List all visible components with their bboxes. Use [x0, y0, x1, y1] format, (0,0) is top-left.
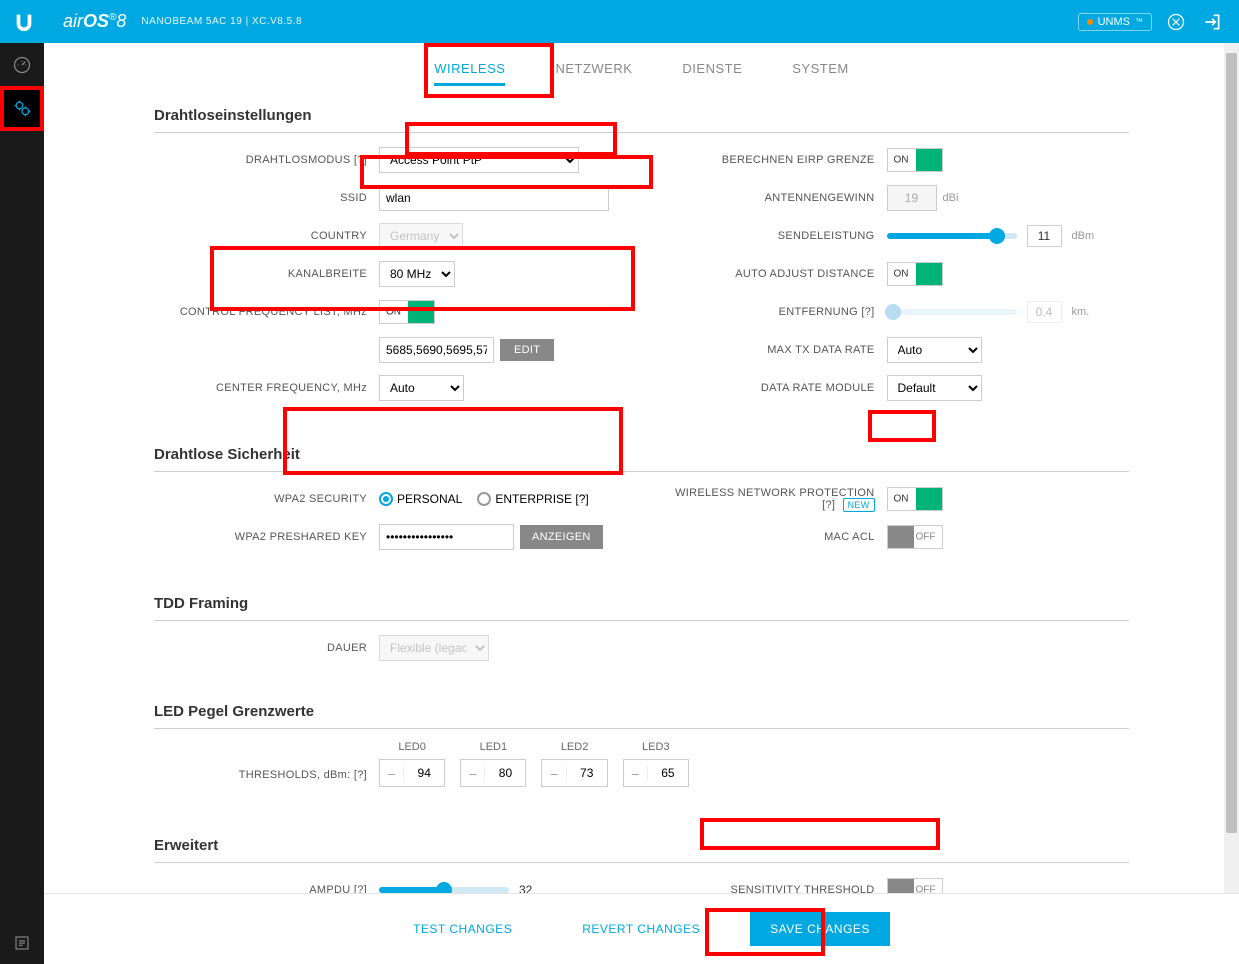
label-duration: DAUER	[154, 642, 379, 654]
wireless-mode-select[interactable]: Access Point PtP	[379, 147, 579, 173]
left-sidebar	[0, 43, 44, 964]
ssid-input[interactable]	[379, 185, 609, 211]
edit-freq-button[interactable]: EDIT	[500, 339, 554, 361]
led0-input[interactable]: –	[379, 759, 445, 787]
section-wireless-settings: Drahtloseinstellungen	[154, 97, 1129, 133]
label-center-freq: CENTER FREQUENCY, MHz	[154, 382, 379, 394]
mac-acl-toggle[interactable]: OFF	[887, 525, 943, 549]
tab-bar: WIRELESS NETZWERK DIENSTE SYSTEM	[44, 43, 1239, 97]
antenna-gain-input	[887, 185, 937, 211]
tab-wireless[interactable]: WIRELESS	[434, 61, 505, 84]
control-freq-toggle[interactable]: ON	[379, 300, 435, 324]
label-tx-power: SENDELEISTUNG	[662, 230, 887, 242]
label-distance: ENTFERNUNG [?]	[662, 306, 887, 318]
show-key-button[interactable]: ANZEIGEN	[520, 525, 603, 549]
tools-icon[interactable]	[1164, 10, 1188, 34]
save-changes-button[interactable]: SAVE CHANGES	[750, 912, 890, 946]
main-content: WIRELESS NETZWERK DIENSTE SYSTEM Drahtlo…	[44, 43, 1239, 964]
section-advanced: Erweitert	[154, 827, 1129, 863]
sidebar-log[interactable]	[0, 921, 44, 964]
channel-width-select[interactable]: 80 MHz	[379, 261, 455, 287]
radio-personal[interactable]: PERSONAL	[379, 492, 462, 506]
radio-enterprise[interactable]: ENTERPRISE [?]	[477, 492, 588, 506]
label-max-tx-rate: MAX TX DATA RATE	[662, 344, 887, 356]
ubiquiti-logo-icon[interactable]	[10, 8, 38, 36]
brand-label: airOS®8	[63, 11, 126, 32]
unms-status-dot-icon	[1087, 19, 1093, 25]
section-led: LED Pegel Grenzwerte	[154, 693, 1129, 729]
scrollbar[interactable]	[1224, 43, 1239, 964]
label-ssid: SSID	[154, 192, 379, 204]
label-data-rate-module: DATA RATE MODULE	[662, 382, 887, 394]
led1-input[interactable]: –	[460, 759, 526, 787]
label-wpa2-security: WPA2 SECURITY	[154, 493, 379, 505]
freq-list-input[interactable]	[379, 337, 494, 363]
wireless-protection-toggle[interactable]: ON	[887, 487, 943, 511]
led2-input[interactable]: –	[541, 759, 607, 787]
label-wpa2-key: WPA2 PRESHARED KEY	[154, 531, 379, 543]
section-tdd: TDD Framing	[154, 585, 1129, 621]
label-wireless-mode: DRAHTLOSMODUS [?]	[154, 154, 379, 166]
tab-network[interactable]: NETZWERK	[555, 61, 632, 84]
label-calc-eirp: BERECHNEN EIRP GRENZE	[662, 154, 887, 166]
wpa2-key-input[interactable]	[379, 524, 514, 550]
data-rate-module-select[interactable]: Default	[887, 375, 982, 401]
top-header: airOS®8 NANOBEAM 5AC 19 | XC.V8.5.8 UNMS…	[0, 0, 1239, 43]
max-tx-rate-select[interactable]: Auto	[887, 337, 982, 363]
tx-power-slider[interactable]	[887, 233, 1017, 239]
country-select: Germany	[379, 223, 463, 249]
footer-actions: TEST CHANGES REVERT CHANGES SAVE CHANGES	[44, 893, 1239, 964]
tab-system[interactable]: SYSTEM	[792, 61, 848, 84]
auto-adjust-toggle[interactable]: ON	[887, 262, 943, 286]
logout-icon[interactable]	[1200, 10, 1224, 34]
label-antenna-gain: ANTENNENGEWINN	[662, 192, 887, 204]
label-country: COUNTRY	[154, 230, 379, 242]
label-channel-width: KANALBREITE	[154, 268, 379, 280]
label-control-freq: CONTROL FREQUENCY LIST, MHz	[154, 306, 379, 318]
test-changes-button[interactable]: TEST CHANGES	[393, 912, 532, 946]
sidebar-dashboard[interactable]	[0, 43, 44, 86]
device-label: NANOBEAM 5AC 19 | XC.V8.5.8	[141, 16, 302, 27]
eirp-toggle[interactable]: ON	[887, 148, 943, 172]
unms-badge[interactable]: UNMS™	[1078, 13, 1152, 31]
duration-select: Flexible (legacy)	[379, 635, 489, 661]
distance-slider	[887, 309, 1017, 315]
section-wireless-security: Drahtlose Sicherheit	[154, 436, 1129, 472]
tab-services[interactable]: DIENSTE	[682, 61, 742, 84]
revert-changes-button[interactable]: REVERT CHANGES	[562, 912, 720, 946]
label-wireless-protection: WIRELESS NETWORK PROTECTION [?] NEW	[662, 487, 887, 511]
label-mac-acl: MAC ACL	[662, 531, 887, 543]
center-freq-select[interactable]: Auto	[379, 375, 464, 401]
label-auto-adjust: AUTO ADJUST DISTANCE	[662, 268, 887, 280]
led3-input[interactable]: –	[623, 759, 689, 787]
sidebar-settings[interactable]	[0, 86, 44, 129]
label-thresholds: THRESHOLDS, dBm: [?]	[154, 769, 379, 787]
